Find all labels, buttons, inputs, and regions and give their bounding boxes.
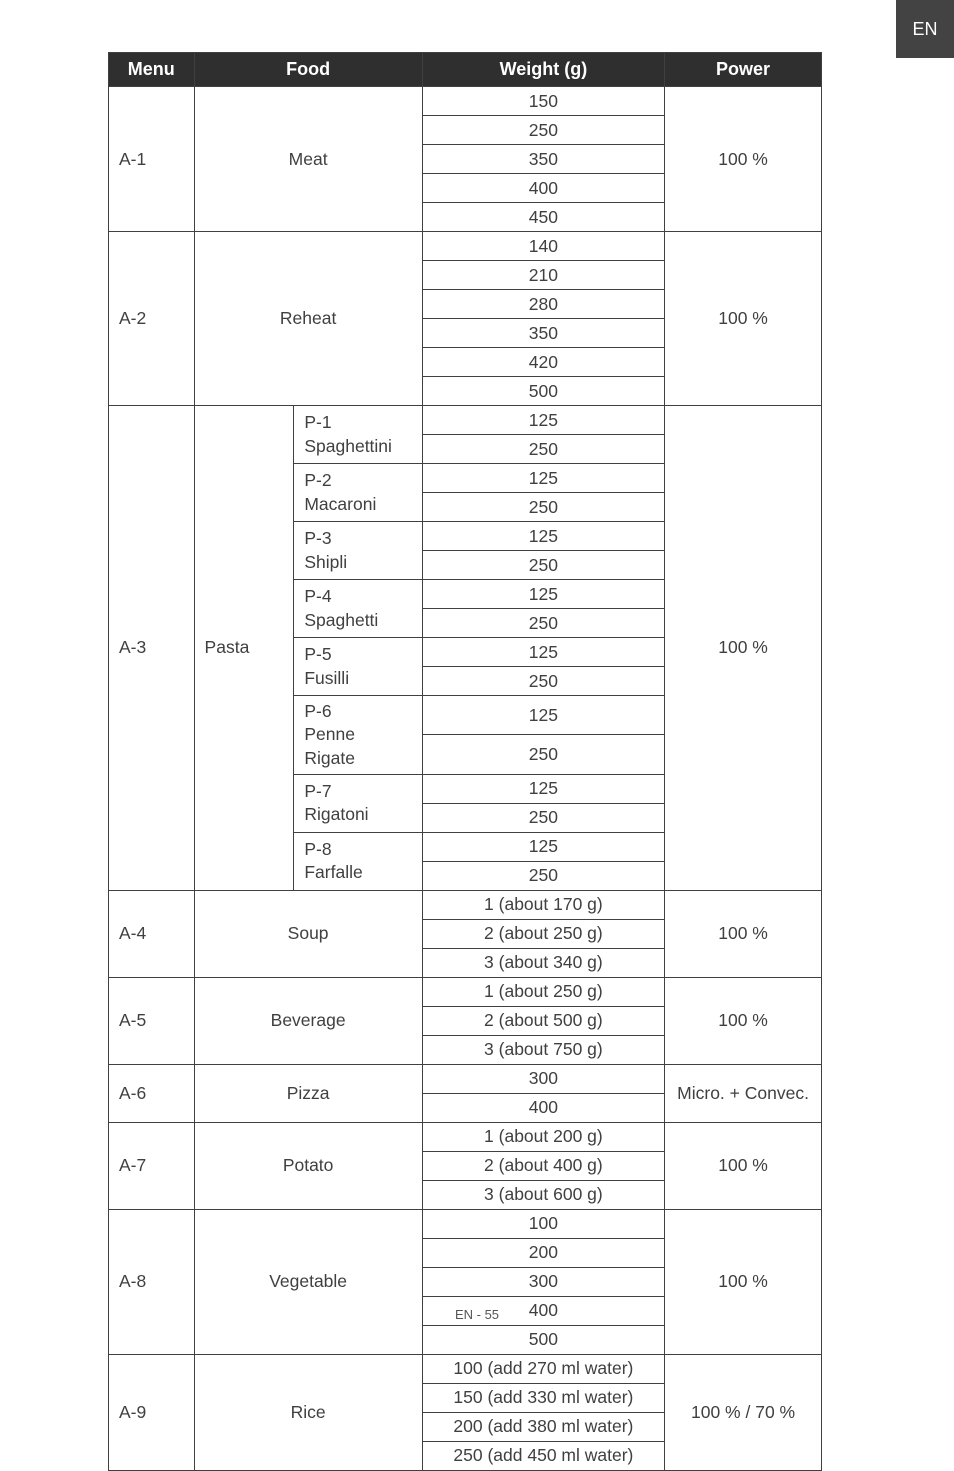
weight-cell: 500	[422, 377, 664, 406]
weight-cell: 250 (add 450 ml water)	[422, 1441, 664, 1470]
weight-cell: 200 (add 380 ml water)	[422, 1412, 664, 1441]
power-cell: 100 %	[665, 1209, 822, 1354]
menu-cell: A-5	[109, 977, 195, 1064]
weight-cell: 250	[422, 609, 664, 638]
weight-cell: 250	[422, 493, 664, 522]
food-subtype-cell: P-4Spaghetti	[294, 580, 422, 638]
food-cell: Meat	[194, 87, 422, 232]
menu-cell: A-7	[109, 1122, 195, 1209]
weight-cell: 300	[422, 1064, 664, 1093]
weight-cell: 500	[422, 1325, 664, 1354]
weight-cell: 150	[422, 87, 664, 116]
weight-cell: 250	[422, 116, 664, 145]
weight-cell: 1 (about 200 g)	[422, 1122, 664, 1151]
table-row: A-3PastaP-1Spaghettini125100 %	[109, 406, 822, 435]
weight-cell: 250	[422, 861, 664, 890]
weight-cell: 125	[422, 464, 664, 493]
table-row: A-1Meat150100 %	[109, 87, 822, 116]
weight-cell: 400	[422, 1093, 664, 1122]
power-cell: 100 %	[665, 87, 822, 232]
menu-cell: A-6	[109, 1064, 195, 1122]
header-food: Food	[194, 53, 422, 87]
weight-cell: 250	[422, 551, 664, 580]
weight-cell: 2 (about 500 g)	[422, 1006, 664, 1035]
power-cell: 100 %	[665, 977, 822, 1064]
weight-cell: 140	[422, 232, 664, 261]
weight-cell: 350	[422, 145, 664, 174]
power-cell: 100 %	[665, 232, 822, 406]
menu-cell: A-1	[109, 87, 195, 232]
weight-cell: 450	[422, 203, 664, 232]
weight-cell: 400	[422, 174, 664, 203]
weight-cell: 210	[422, 261, 664, 290]
food-subtype-cell: P-2Macaroni	[294, 464, 422, 522]
table-row: A-5Beverage1 (about 250 g)100 %	[109, 977, 822, 1006]
menu-cell: A-9	[109, 1354, 195, 1470]
weight-cell: 125	[422, 638, 664, 667]
table-header-row: Menu Food Weight (g) Power	[109, 53, 822, 87]
food-cell: Rice	[194, 1354, 422, 1470]
weight-cell: 125	[422, 696, 664, 735]
food-subtype-cell: P-5Fusilli	[294, 638, 422, 696]
weight-cell: 420	[422, 348, 664, 377]
food-cell: Potato	[194, 1122, 422, 1209]
food-subtype-cell: P-7Rigatoni	[294, 774, 422, 832]
page-footer: EN - 55	[0, 1307, 954, 1322]
table-row: A-2Reheat140100 %	[109, 232, 822, 261]
power-cell: 100 %	[665, 406, 822, 891]
menu-cell: A-8	[109, 1209, 195, 1354]
food-cell: Soup	[194, 890, 422, 977]
table-row: A-6Pizza300Micro. + Convec.	[109, 1064, 822, 1093]
header-power: Power	[665, 53, 822, 87]
weight-cell: 250	[422, 735, 664, 774]
weight-cell: 1 (about 250 g)	[422, 977, 664, 1006]
food-cell: Beverage	[194, 977, 422, 1064]
food-subtype-cell: P-3Shipli	[294, 522, 422, 580]
weight-cell: 200	[422, 1238, 664, 1267]
weight-cell: 3 (about 340 g)	[422, 948, 664, 977]
weight-cell: 125	[422, 522, 664, 551]
weight-cell: 125	[422, 832, 664, 861]
food-cell: Pizza	[194, 1064, 422, 1122]
table-row: A-7Potato1 (about 200 g)100 %	[109, 1122, 822, 1151]
weight-cell: 125	[422, 406, 664, 435]
menu-cell: A-4	[109, 890, 195, 977]
auto-menu-table: Menu Food Weight (g) Power A-1Meat150100…	[108, 52, 822, 1471]
table-row: A-8Vegetable100100 %	[109, 1209, 822, 1238]
weight-cell: 250	[422, 435, 664, 464]
power-cell: 100 %	[665, 1122, 822, 1209]
header-weight: Weight (g)	[422, 53, 664, 87]
power-cell: 100 %	[665, 890, 822, 977]
weight-cell: 350	[422, 319, 664, 348]
weight-cell: 100	[422, 1209, 664, 1238]
weight-cell: 150 (add 330 ml water)	[422, 1383, 664, 1412]
power-cell: Micro. + Convec.	[665, 1064, 822, 1122]
weight-cell: 280	[422, 290, 664, 319]
table-row: A-9Rice100 (add 270 ml water)100 % / 70 …	[109, 1354, 822, 1383]
header-menu: Menu	[109, 53, 195, 87]
weight-cell: 3 (about 750 g)	[422, 1035, 664, 1064]
table-row: A-4Soup1 (about 170 g)100 %	[109, 890, 822, 919]
weight-cell: 125	[422, 580, 664, 609]
weight-cell: 250	[422, 667, 664, 696]
weight-cell: 250	[422, 803, 664, 832]
weight-cell: 300	[422, 1267, 664, 1296]
food-subtype-cell: P-1Spaghettini	[294, 406, 422, 464]
weight-cell: 2 (about 250 g)	[422, 919, 664, 948]
food-cell: Reheat	[194, 232, 422, 406]
weight-cell: 1 (about 170 g)	[422, 890, 664, 919]
menu-cell: A-2	[109, 232, 195, 406]
food-cell: Vegetable	[194, 1209, 422, 1354]
food-subtype-cell: P-8Farfalle	[294, 832, 422, 890]
weight-cell: 2 (about 400 g)	[422, 1151, 664, 1180]
menu-cell: A-3	[109, 406, 195, 891]
weight-cell: 100 (add 270 ml water)	[422, 1354, 664, 1383]
weight-cell: 125	[422, 774, 664, 803]
food-subtype-cell: P-6PenneRigate	[294, 696, 422, 775]
food-category-cell: Pasta	[194, 406, 294, 891]
weight-cell: 3 (about 600 g)	[422, 1180, 664, 1209]
language-tab: EN	[896, 0, 954, 58]
power-cell: 100 % / 70 %	[665, 1354, 822, 1470]
